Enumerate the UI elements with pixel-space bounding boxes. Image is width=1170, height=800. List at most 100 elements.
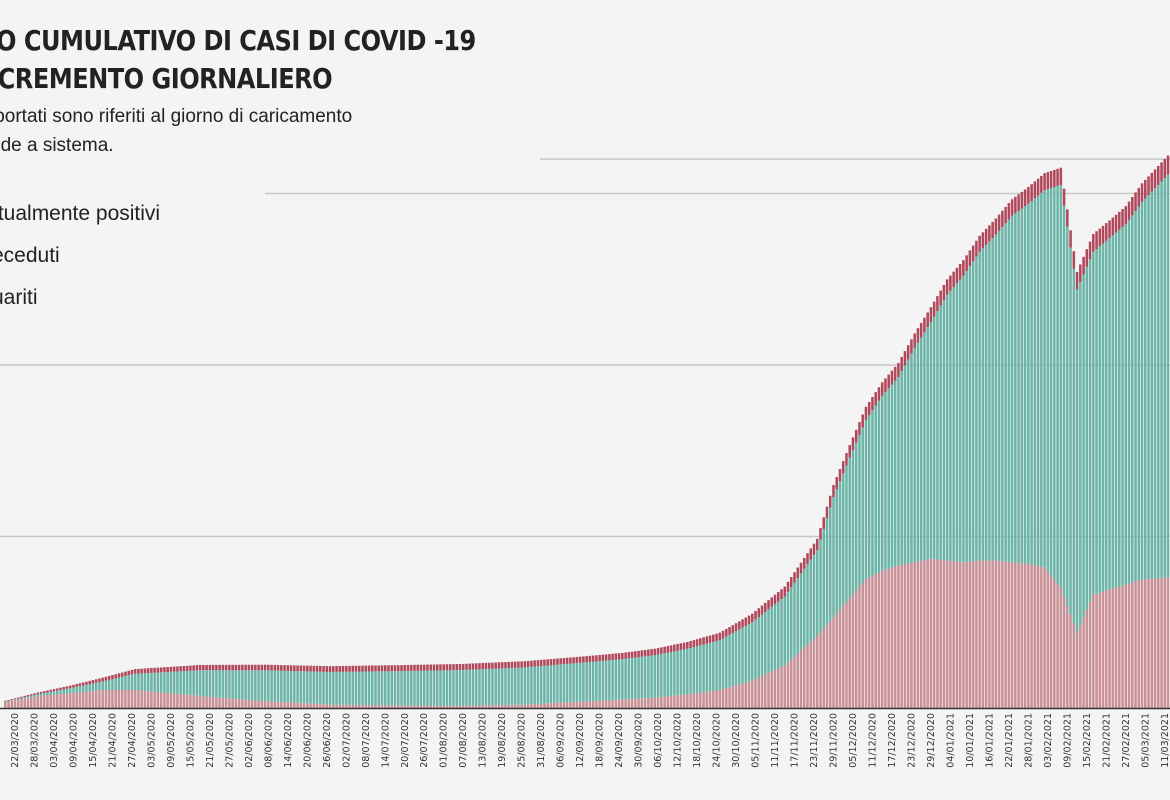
bar-deceduti: [124, 671, 127, 677]
bar-deceduti: [890, 370, 894, 385]
bar-guariti: [133, 673, 137, 690]
bar-guariti: [1014, 213, 1017, 563]
bar-guariti: [1033, 198, 1037, 566]
bar-guariti: [312, 671, 316, 704]
bar-guariti: [569, 663, 572, 703]
bar-attualmente-positivi: [952, 561, 955, 708]
bar-guariti: [884, 392, 887, 570]
bar-deceduti: [1124, 206, 1128, 225]
bar-deceduti: [984, 228, 988, 245]
bar-deceduti: [393, 665, 397, 672]
bar-attualmente-positivi: [55, 694, 59, 708]
bar-deceduti: [20, 696, 23, 698]
bar-attualmente-positivi: [702, 692, 705, 708]
bar-deceduti: [513, 661, 517, 668]
bar-guariti: [1150, 191, 1154, 579]
bar-attualmente-positivi: [1157, 578, 1160, 708]
bar-guariti: [760, 614, 764, 676]
bar-deceduti: [94, 679, 98, 683]
bar-guariti: [666, 652, 670, 697]
bar-attualmente-positivi: [4, 702, 7, 708]
bar-guariti: [491, 668, 494, 706]
bar-attualmente-positivi: [721, 689, 725, 708]
bar-attualmente-positivi: [1014, 562, 1017, 708]
bar-deceduti: [718, 632, 722, 641]
bar-deceduti: [159, 667, 163, 673]
bar-guariti: [416, 670, 420, 706]
bar-attualmente-positivi: [39, 695, 43, 708]
bar-attualmente-positivi: [562, 702, 566, 708]
bar-guariti: [699, 645, 702, 693]
bar-attualmente-positivi: [68, 693, 72, 708]
bar-guariti: [1040, 192, 1043, 567]
bar-deceduti: [374, 665, 377, 672]
bar-guariti: [773, 604, 777, 670]
bar-attualmente-positivi: [835, 613, 838, 708]
bar-guariti: [13, 699, 17, 701]
bar-guariti: [887, 388, 890, 569]
bar-guariti: [585, 662, 588, 702]
bar-attualmente-positivi: [10, 700, 14, 708]
bar-attualmente-positivi: [751, 680, 754, 708]
bar-attualmente-positivi: [241, 699, 244, 708]
bar-deceduti: [591, 655, 595, 662]
bar-guariti: [361, 671, 364, 705]
bar-deceduti: [1066, 209, 1069, 227]
bar-guariti: [98, 682, 101, 691]
bar-guariti: [689, 647, 692, 694]
bar-attualmente-positivi: [530, 704, 533, 708]
bar-attualmente-positivi: [409, 705, 413, 708]
x-tick-label: 20/06/2020: [302, 713, 313, 768]
bar-attualmente-positivi: [1137, 580, 1141, 708]
bar-guariti: [192, 670, 195, 696]
bar-guariti: [962, 275, 965, 563]
bar-deceduti: [1163, 159, 1167, 179]
bar-guariti: [315, 671, 319, 704]
bar-attualmente-positivi: [500, 704, 504, 708]
bar-attualmente-positivi: [215, 697, 218, 708]
bar-attualmente-positivi: [994, 560, 998, 708]
bar-guariti: [575, 663, 579, 702]
bar-deceduti: [494, 662, 497, 669]
bar-attualmente-positivi: [845, 602, 848, 708]
bar-deceduti: [760, 605, 764, 615]
bar-guariti: [487, 668, 491, 706]
bar-guariti: [923, 332, 926, 561]
bar-deceduti: [1088, 241, 1092, 260]
bar-attualmente-positivi: [926, 559, 929, 708]
bar-guariti: [478, 669, 481, 706]
bar-deceduti: [1153, 169, 1157, 189]
bar-attualmente-positivi: [621, 699, 624, 708]
bar-attualmente-positivi: [916, 561, 920, 708]
bar-attualmente-positivi: [942, 560, 946, 708]
bar-guariti: [686, 648, 689, 695]
bar-deceduti: [669, 645, 673, 652]
bar-guariti: [65, 688, 69, 694]
bar-guariti: [16, 698, 20, 700]
bar-deceduti: [1049, 171, 1053, 188]
bar-attualmente-positivi: [624, 699, 627, 708]
bar-deceduti: [185, 665, 189, 671]
bar-deceduti: [838, 469, 842, 482]
bar-deceduti: [322, 666, 325, 672]
bar-deceduti: [169, 666, 173, 672]
bar-guariti: [572, 663, 575, 702]
bar-attualmente-positivi: [822, 628, 825, 708]
bar-deceduti: [676, 643, 679, 651]
bar-attualmente-positivi: [780, 666, 783, 708]
bar-attualmente-positivi: [332, 704, 335, 708]
bar-guariti: [143, 673, 147, 691]
bar-guariti: [624, 658, 627, 700]
bar-deceduti: [968, 250, 972, 267]
bar-attualmente-positivi: [1127, 583, 1131, 708]
bar-guariti: [452, 670, 455, 706]
bar-deceduti: [793, 572, 796, 583]
bar-deceduti: [978, 235, 981, 252]
bar-deceduti: [419, 664, 423, 671]
x-tick-label: 25/08/2020: [517, 713, 528, 768]
bar-deceduti: [1082, 256, 1085, 275]
bar-deceduti: [848, 445, 851, 458]
bar-attualmente-positivi: [832, 617, 835, 708]
bar-attualmente-positivi: [549, 703, 553, 708]
bar-guariti: [1153, 188, 1157, 579]
